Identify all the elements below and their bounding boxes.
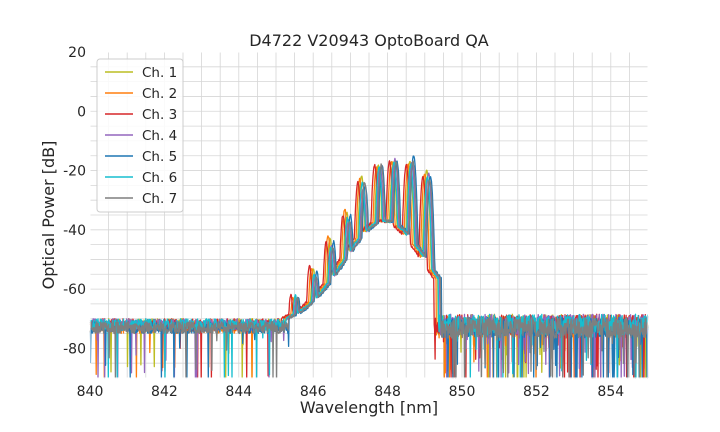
tick-labels: 840 842 844 846 848 850 852 854 -80 -60 -40 -20 0 20 <box>63 45 624 400</box>
legend-label: Ch. 2 <box>142 86 177 102</box>
y-tick-label: -60 <box>63 282 86 298</box>
y-tick-label: 0 <box>77 104 86 120</box>
legend-box <box>96 58 184 213</box>
y-axis-label: Optical Power [dB] <box>39 141 58 290</box>
x-tick-label: 846 <box>300 384 327 400</box>
y-tick-label: -80 <box>63 341 86 357</box>
x-tick-label: 852 <box>523 384 550 400</box>
series-lines <box>89 155 649 379</box>
x-tick-label: 840 <box>77 384 104 400</box>
legend: Ch. 1 Ch. 2 Ch. 3 Ch. 4 Ch. 5 Ch. 6 Ch. 7 <box>96 58 184 213</box>
x-tick-label: 854 <box>597 384 624 400</box>
x-tick-label: 848 <box>374 384 401 400</box>
legend-label: Ch. 7 <box>142 191 177 207</box>
x-axis-label: Wavelength [nm] <box>300 398 438 417</box>
legend-label: Ch. 1 <box>142 65 177 81</box>
legend-label: Ch. 3 <box>142 107 177 123</box>
x-tick-label: 850 <box>449 384 476 400</box>
x-tick-label: 842 <box>151 384 178 400</box>
legend-label: Ch. 4 <box>142 128 177 144</box>
chart-title: D4722 V20943 OptoBoard QA <box>249 31 489 50</box>
legend-label: Ch. 6 <box>142 170 177 186</box>
y-tick-label: -40 <box>63 223 86 239</box>
y-tick-label: 20 <box>68 45 86 61</box>
x-tick-label: 844 <box>225 384 252 400</box>
series-line <box>89 160 649 379</box>
plot-area-frame <box>89 51 649 379</box>
y-tick-label: -20 <box>63 164 86 180</box>
legend-label: Ch. 5 <box>142 149 177 165</box>
